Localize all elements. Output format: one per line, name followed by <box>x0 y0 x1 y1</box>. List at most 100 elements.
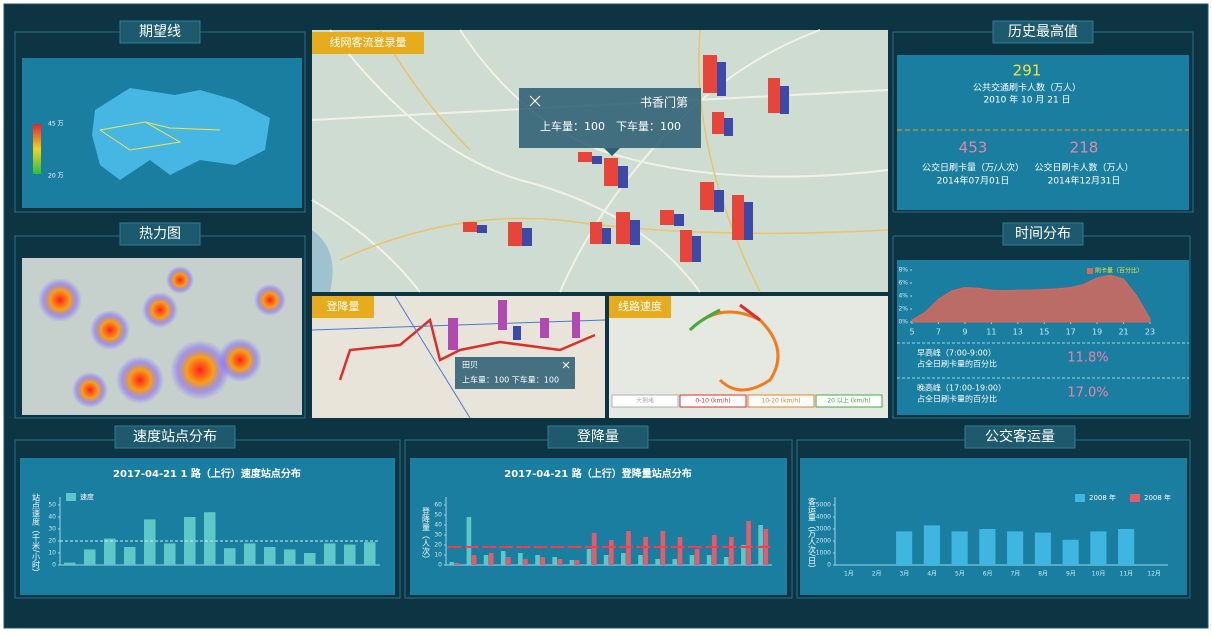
stat-value: 453 <box>959 139 988 157</box>
panel-tab <box>119 222 201 246</box>
bar <box>574 560 580 565</box>
bar <box>711 535 717 565</box>
map-title: 线路速度 <box>618 299 662 313</box>
bar <box>540 557 546 565</box>
x-tick-label: 3月 <box>899 571 909 578</box>
bar <box>552 557 558 565</box>
bar <box>603 555 609 565</box>
y-tick-label: 0 <box>52 562 56 569</box>
x-tick-label: 4月 <box>927 571 937 578</box>
bar <box>1090 531 1107 565</box>
bar <box>689 555 695 565</box>
bar <box>586 549 592 565</box>
panel-content <box>410 458 787 595</box>
stat-date: 2014年12月31日 <box>1048 175 1121 187</box>
water <box>312 230 333 292</box>
panel-tab <box>114 425 236 449</box>
panel-title: 时间分布 <box>1015 226 1071 242</box>
panel-tab <box>992 20 1094 44</box>
bar <box>723 557 729 565</box>
bar <box>729 537 734 565</box>
x-tick-label: 13 <box>1013 328 1023 337</box>
route <box>338 317 596 381</box>
legend-label: 0-10 (km/h) <box>695 398 730 405</box>
popup-station: 田贝 <box>462 361 478 370</box>
close-icon[interactable] <box>562 361 570 369</box>
y-tick-label: 2000 <box>816 538 831 545</box>
legend-swatch <box>66 493 76 501</box>
x-tick-label: 9 <box>962 328 967 337</box>
bar <box>535 555 540 565</box>
bar <box>643 537 648 565</box>
stat-value: 218 <box>1070 139 1099 157</box>
bar <box>184 517 196 565</box>
x-tick-label: 12月 <box>1147 571 1161 578</box>
x-tick-label: 2月 <box>872 571 882 578</box>
legend-label: 大拥堵 <box>636 397 654 405</box>
map-label <box>312 296 374 318</box>
legend-swatch <box>1130 494 1140 502</box>
map-bars <box>448 300 580 350</box>
stat-label: 公交日刷卡人数（万人） <box>1034 162 1133 174</box>
y-tick-label: 0% <box>898 319 908 326</box>
x-tick-label: 17 <box>1066 328 1076 337</box>
legend-swatch <box>747 394 815 408</box>
road <box>311 295 606 419</box>
x-tick-label: 11 <box>986 328 996 337</box>
bar <box>758 525 763 565</box>
legend-swatch <box>1075 494 1085 502</box>
legend-max: 45 万 <box>48 121 64 128</box>
bar <box>471 555 477 565</box>
y-tick-label: 40 <box>48 514 56 521</box>
x-tick-label: 21 <box>1118 328 1128 337</box>
peak-label: 早高峰（7:00-9:00） <box>917 348 996 358</box>
bar <box>164 543 176 565</box>
speed-legend: 大拥堵 0-10 (km/h) 10-20 (km/h) 20 以上 (km/h) <box>611 394 883 408</box>
x-tick-label: 9月 <box>1066 571 1076 578</box>
bar <box>488 553 494 565</box>
region-shape <box>92 88 270 180</box>
x-tick-label: 5 <box>909 328 914 337</box>
bar <box>344 544 356 565</box>
y-tick-label: 4% <box>898 293 908 300</box>
legend-label: 20 以上 (km/h) <box>827 397 870 405</box>
expect-line <box>99 121 221 151</box>
map-title: 线网客流登录量 <box>330 35 407 49</box>
bar <box>324 543 336 565</box>
peak-sub: 占全日刷卡量的百分比 <box>917 359 997 369</box>
bar <box>951 531 968 565</box>
y-tick-label: 3000 <box>816 526 831 533</box>
y-tick-label: 60 <box>434 502 442 509</box>
x-tick-label: 11月 <box>1120 571 1134 578</box>
stat-date: 2014年07月01日 <box>937 175 1010 187</box>
bar <box>896 531 913 565</box>
area <box>911 274 1151 323</box>
bar <box>677 537 683 565</box>
popup-station: 书香门第 <box>640 95 688 110</box>
bar <box>672 559 678 565</box>
y-tick-label: 50 <box>434 512 442 519</box>
popup-boarding: 上车量：100 <box>540 119 605 133</box>
legend-label: 2008 年 <box>1144 493 1171 502</box>
y-tick-label: 5000 <box>816 502 831 509</box>
x-tick-label: 7月 <box>1010 571 1020 578</box>
bar <box>621 553 626 565</box>
stat-value: 291 <box>1013 62 1042 80</box>
bar <box>449 562 455 565</box>
peak-value: 11.8% <box>1067 351 1108 366</box>
x-tick-label: 15 <box>1039 328 1049 337</box>
y-tick-label: 20 <box>434 542 442 549</box>
bar <box>655 559 660 565</box>
close-icon[interactable] <box>529 95 541 107</box>
route <box>739 303 761 322</box>
y-tick-label: 20 <box>48 538 56 545</box>
stat-date: 2010 年 10 月 21 日 <box>983 94 1070 106</box>
bar <box>466 517 472 565</box>
bar <box>364 542 376 565</box>
y-axis-label: 客运量（万人次/日） <box>808 497 817 573</box>
bar <box>706 555 712 565</box>
panel-title: 热力图 <box>139 226 181 242</box>
map-title: 登降量 <box>327 299 360 313</box>
map-label <box>609 296 671 318</box>
